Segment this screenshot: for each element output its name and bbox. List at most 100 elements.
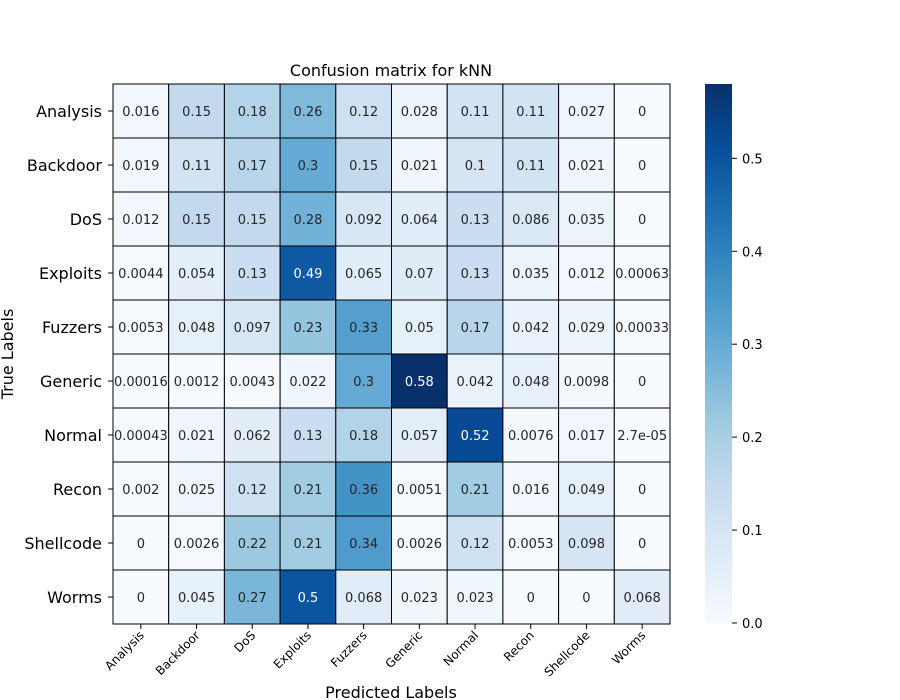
cell-value-label: 0.27: [238, 591, 267, 606]
cell-value-label: 0.13: [461, 267, 490, 282]
cell-value-label: 0.097: [234, 321, 271, 336]
cell-value-label: 0.035: [512, 267, 549, 282]
cell-value-label: 0.068: [624, 591, 661, 606]
cell-value-label: 0.035: [568, 213, 605, 228]
y-tick-label: Fuzzers: [42, 318, 102, 337]
heatmap-cell: [335, 515, 392, 571]
cell-value-label: 0.15: [349, 159, 378, 174]
cell-value-label: 0.00033: [615, 321, 669, 336]
colorbar-tick-label: 0.0: [742, 617, 763, 632]
cell-value-label: 0: [527, 591, 535, 606]
heatmap-cell: [502, 137, 560, 193]
cell-value-label: 0: [638, 483, 646, 498]
cell-value-label: 0.05: [405, 321, 434, 336]
heatmap-cell: [446, 191, 504, 247]
chart-title: Confusion matrix for kNN: [290, 61, 492, 80]
cell-value-label: 0.12: [349, 105, 378, 120]
heatmap-cell: [558, 569, 615, 625]
heatmap-cell: [112, 83, 170, 139]
heatmap-cell: [446, 515, 504, 571]
heatmap-cell: [391, 461, 448, 517]
cell-value-label: 0.11: [516, 159, 545, 174]
cell-value-label: 0.068: [345, 591, 382, 606]
cell-value-label: 0.34: [349, 537, 378, 552]
cell-value-label: 0.13: [293, 429, 322, 444]
cell-value-label: 0.21: [293, 483, 322, 498]
heatmap-cell: [391, 407, 448, 463]
heatmap-cell: [279, 461, 337, 517]
cell-value-label: 0.021: [401, 159, 438, 174]
heatmap-cell: [112, 407, 170, 463]
cell-value-label: 0.17: [238, 159, 267, 174]
cell-value-label: 0.33: [349, 321, 378, 336]
heatmap-cells: 0.016 0.15 0.18 0.26 0.12 0.028 0.11 0.11 0.027 0…: [112, 83, 671, 625]
colorbar-tick-label: 0.4: [742, 245, 763, 260]
heatmap-cell: [223, 461, 281, 517]
x-tick-label: Exploits: [271, 628, 314, 671]
cell-value-label: 0.0026: [397, 537, 443, 552]
cell-value-label: 0.0076: [508, 429, 554, 444]
heatmap-cell: [502, 407, 560, 463]
heatmap-cell: [502, 83, 560, 139]
heatmap-cell: [558, 461, 615, 517]
cell-value-label: 0: [137, 591, 145, 606]
x-tick-label: DoS: [231, 628, 258, 655]
cell-value-label: 0.11: [461, 105, 490, 120]
cell-value-label: 0.057: [401, 429, 438, 444]
cell-value-label: 0.028: [401, 105, 438, 120]
y-tick-label: Shellcode: [24, 534, 102, 553]
heatmap-cell: [335, 461, 392, 517]
heatmap-cell: [168, 191, 225, 247]
cell-value-label: 0.11: [182, 159, 211, 174]
heatmap-cell: [168, 515, 225, 571]
heatmap-cell: [446, 407, 504, 463]
heatmap-cell: [223, 353, 281, 409]
heatmap-cell: [279, 569, 337, 625]
heatmap-cell: [502, 299, 560, 355]
cell-value-label: 0: [638, 159, 646, 174]
cell-value-label: 0.18: [349, 429, 378, 444]
cell-value-label: 0.28: [293, 213, 322, 228]
cell-value-label: 0.025: [178, 483, 215, 498]
cell-value-label: 0.064: [401, 213, 438, 228]
cell-value-label: 0.023: [456, 591, 493, 606]
heatmap-cell: [112, 569, 170, 625]
x-tick-label: Shellcode: [542, 628, 593, 679]
heatmap-cell: [502, 515, 560, 571]
heatmap-cell: [613, 83, 671, 139]
heatmap-cell: [446, 461, 504, 517]
y-tick-label: Exploits: [39, 264, 102, 283]
heatmap-cell: [112, 353, 170, 409]
cell-value-label: 2.7e-05: [617, 429, 667, 444]
heatmap-cell: [279, 353, 337, 409]
cell-value-label: 0.15: [182, 213, 211, 228]
cell-value-label: 0.0053: [118, 321, 164, 336]
heatmap-cell: [558, 299, 615, 355]
cell-value-label: 0.065: [345, 267, 382, 282]
heatmap-cell: [502, 191, 560, 247]
cell-value-label: 0.022: [289, 375, 326, 390]
heatmap-cell: [391, 245, 448, 301]
colorbar: 0.0 0.1 0.2 0.3 0.4 0.5: [705, 84, 763, 632]
heatmap-cell: [558, 137, 615, 193]
heatmap-cell: [558, 245, 615, 301]
cell-value-label: 0.11: [516, 105, 545, 120]
heatmap-cell: [168, 137, 225, 193]
y-tick-label: DoS: [70, 210, 102, 229]
x-tick-label: Worms: [609, 628, 648, 667]
cell-value-label: 0.13: [461, 213, 490, 228]
y-tick-label: Normal: [44, 426, 102, 445]
cell-value-label: 0.049: [568, 483, 605, 498]
cell-value-label: 0.086: [512, 213, 549, 228]
x-tick-label: Fuzzers: [328, 628, 370, 670]
cell-value-label: 0.012: [122, 213, 159, 228]
cell-value-label: 0.098: [568, 537, 605, 552]
colorbar-tick-label: 0.1: [742, 524, 763, 539]
cell-value-label: 0.15: [182, 105, 211, 120]
cell-value-label: 0.0053: [508, 537, 554, 552]
heatmap-cell: [613, 137, 671, 193]
heatmap-cell: [558, 191, 615, 247]
cell-value-label: 0.18: [238, 105, 267, 120]
colorbar-tick-label: 0.5: [742, 152, 763, 167]
cell-value-label: 0.0012: [174, 375, 220, 390]
